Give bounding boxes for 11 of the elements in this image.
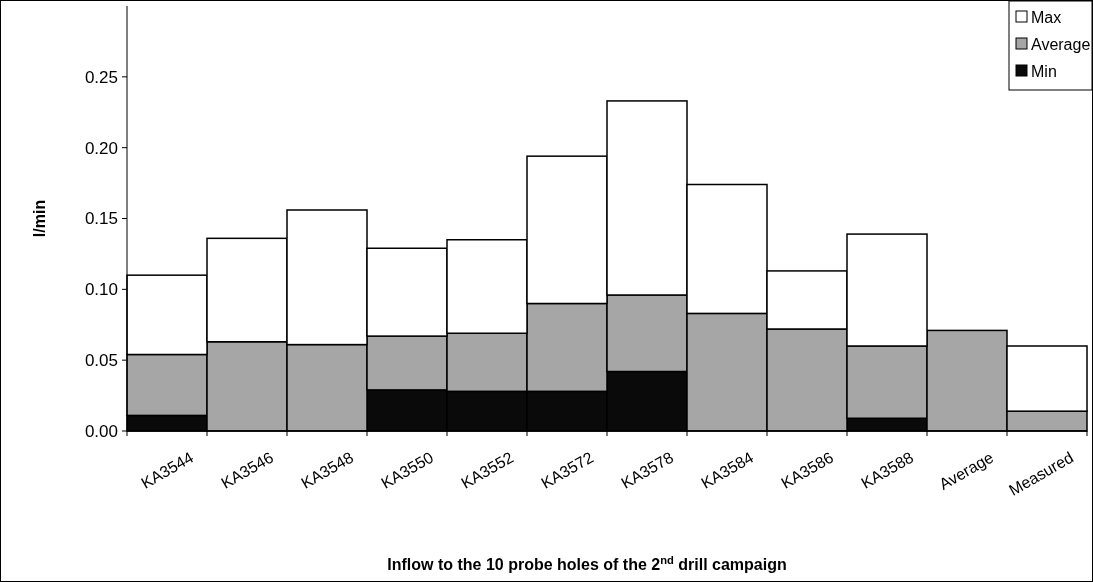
legend-label: Min [1031, 62, 1057, 80]
y-tick-label: 0.05 [84, 351, 118, 371]
y-tick-label: 0.25 [84, 67, 118, 87]
legend-label: Average [1031, 35, 1091, 53]
y-tick-label: 0.20 [84, 138, 118, 158]
y-tick-label: 0.10 [84, 280, 118, 300]
legend-label: Max [1031, 8, 1062, 26]
x-axis-title: Inflow to the 10 probe holes of the 2$^{nd}$ drill campaign [387, 554, 787, 573]
y-axis-title: l/min [31, 199, 48, 238]
y-tick-label: 0.00 [84, 421, 118, 441]
y-tick-label: 0.15 [84, 209, 118, 229]
